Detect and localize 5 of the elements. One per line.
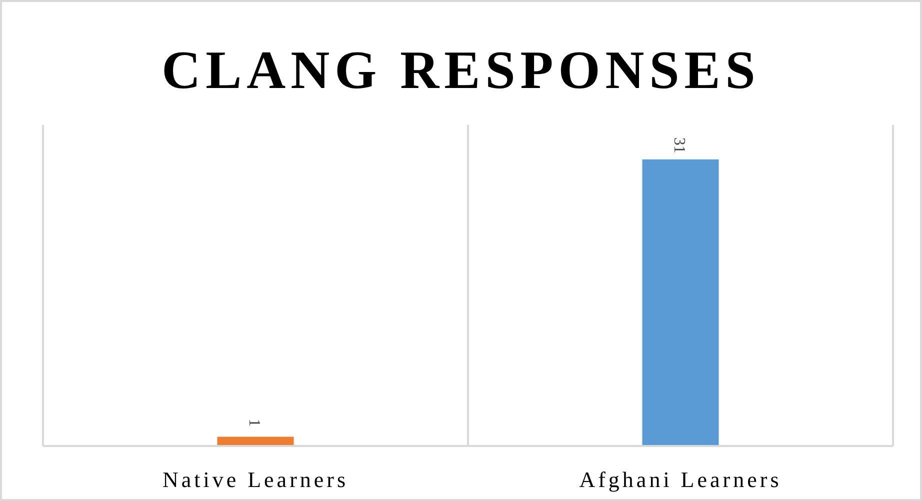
chart-title: CLANG RESPONSES (162, 40, 760, 100)
data-label: 1 (246, 418, 262, 427)
data-label: 31 (670, 137, 688, 154)
x-tick-label: Native Learners (162, 467, 349, 492)
x-tick-label: Afghani Learners (579, 467, 782, 492)
